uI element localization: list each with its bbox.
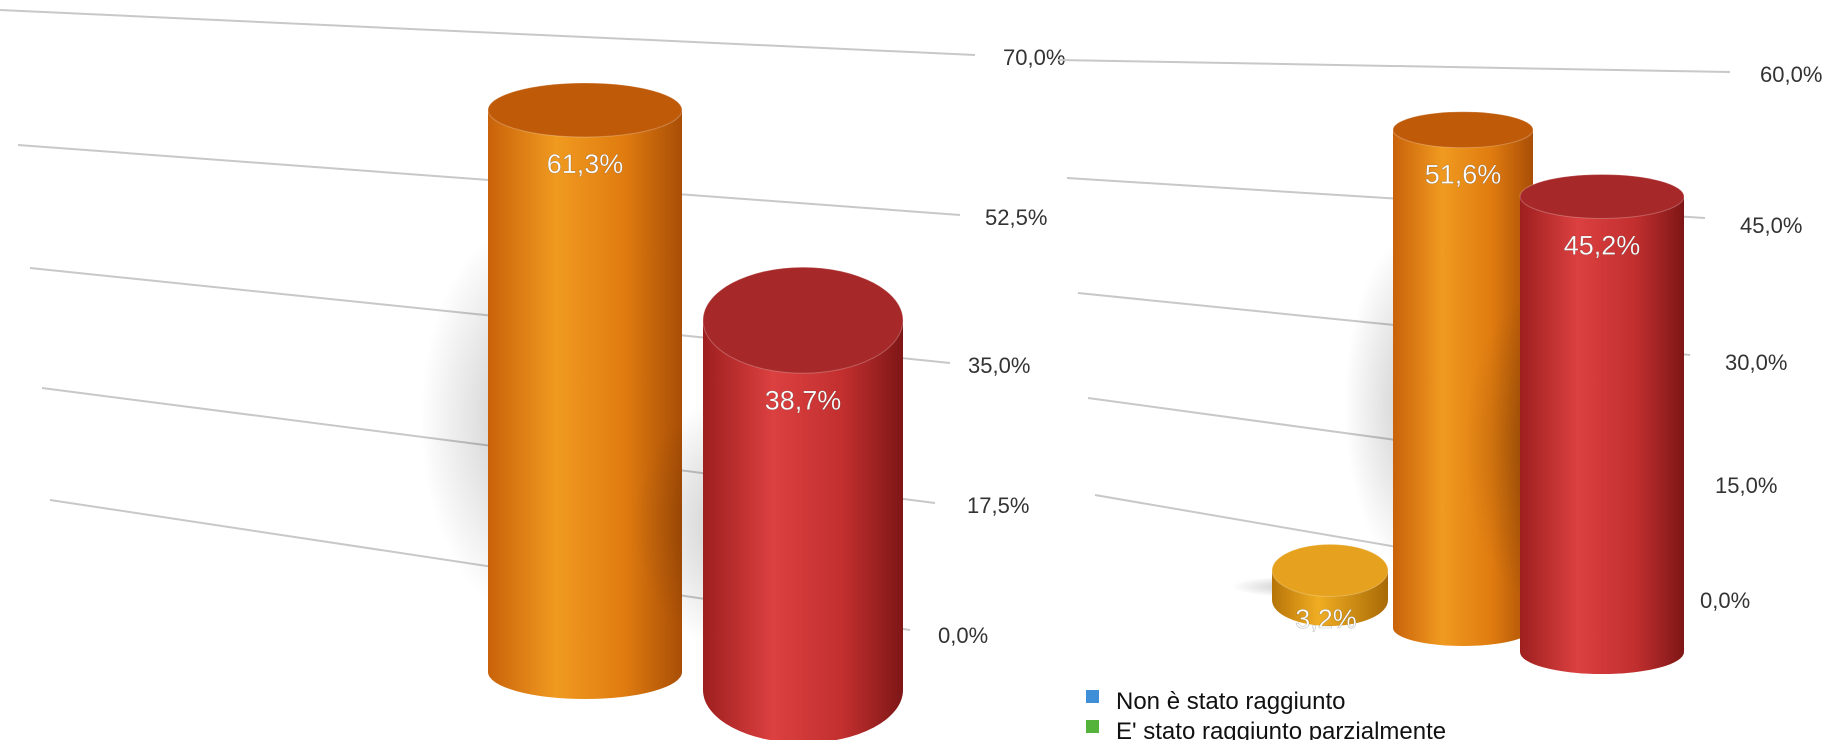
data-label: 61,3% <box>547 149 624 179</box>
bar: 3,2% <box>1231 543 1389 634</box>
y-tick-label: 60,0% <box>1760 62 1822 87</box>
gridline <box>0 9 976 56</box>
bar: 45,2% <box>1462 173 1685 674</box>
legend: Non è stato raggiunto E' stato raggiunto… <box>1086 688 1446 740</box>
y-tick-label: 0,0% <box>1700 588 1750 613</box>
left-chart: 0,0% 17,5% 35,0% 52,5% 70,0% 61,3% 38,7% <box>0 9 1065 740</box>
bar-top <box>1519 173 1685 219</box>
legend-label-partially-reached: E' stato raggiunto parzialmente <box>1116 718 1446 740</box>
bar-body <box>1520 196 1684 674</box>
legend-label-not-reached: Non è stato raggiunto <box>1116 688 1346 715</box>
y-tick-label: 15,0% <box>1715 473 1777 498</box>
data-label: 3,2% <box>1295 604 1357 634</box>
bar-body <box>488 109 682 700</box>
y-tick-label: 70,0% <box>1003 45 1065 70</box>
right-chart: 0,0% 15,0% 30,0% 45,0% 60,0% 3,2% 51,6% 45,2% <box>1057 59 1822 674</box>
data-label: 38,7% <box>765 385 842 415</box>
data-label: 45,2% <box>1564 230 1641 260</box>
bar: 61,3% <box>420 82 683 700</box>
y-tick-label: 52,5% <box>985 205 1047 230</box>
bar-top <box>1392 111 1534 149</box>
bar-top <box>702 266 904 374</box>
bar-top <box>487 82 683 138</box>
bar: 38,7% <box>633 266 904 740</box>
legend-swatch-blue <box>1086 690 1099 703</box>
y-tick-label: 0,0% <box>938 623 988 648</box>
y-tick-label: 45,0% <box>1740 213 1802 238</box>
gridline <box>1057 59 1731 73</box>
y-tick-label: 35,0% <box>968 353 1030 378</box>
y-tick-label: 17,5% <box>967 493 1029 518</box>
data-label: 51,6% <box>1425 160 1502 190</box>
legend-swatch-green <box>1086 720 1099 733</box>
bar-top <box>1271 543 1389 597</box>
legend-item-partially-reached: E' stato raggiunto parzialmente <box>1086 718 1446 740</box>
legend-item-not-reached: Non è stato raggiunto <box>1086 688 1346 715</box>
y-tick-label: 30,0% <box>1725 350 1787 375</box>
bar-body <box>703 320 903 740</box>
